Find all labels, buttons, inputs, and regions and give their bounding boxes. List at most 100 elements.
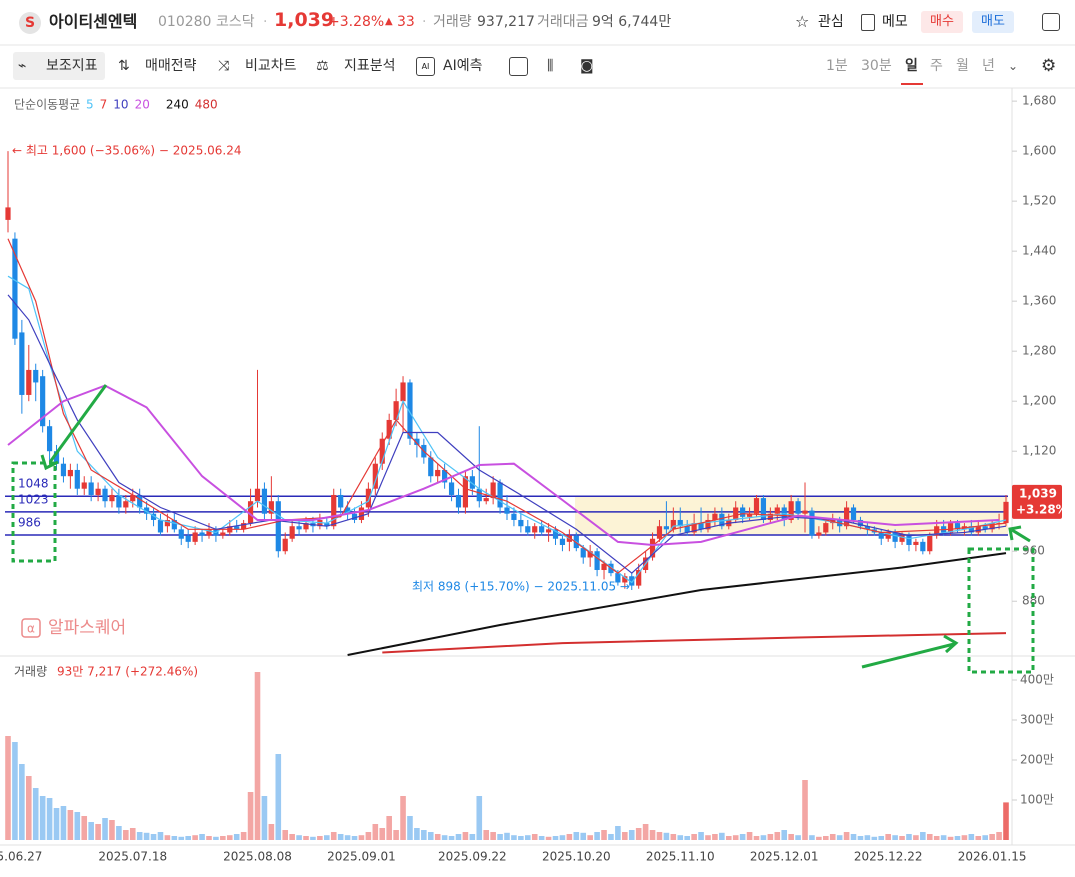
level-label: 986 bbox=[18, 515, 41, 529]
candle-body bbox=[372, 463, 378, 489]
buy-button[interactable]: 매수 bbox=[921, 11, 963, 33]
candle-body bbox=[580, 548, 586, 558]
candle-body bbox=[677, 519, 683, 527]
sell-button[interactable]: 매도 bbox=[972, 11, 1014, 33]
volume-bar bbox=[760, 835, 767, 840]
period-button[interactable]: 1분 bbox=[826, 58, 848, 74]
volume-bar bbox=[407, 816, 413, 840]
candle-body bbox=[81, 482, 87, 489]
candle-body bbox=[539, 526, 545, 533]
memo-button[interactable]: 메모 bbox=[882, 14, 908, 30]
candle-body bbox=[511, 513, 517, 520]
volume-bar bbox=[663, 832, 670, 840]
volume-bar bbox=[677, 835, 684, 840]
volume-title: 거래량 bbox=[14, 665, 47, 679]
volume-bar bbox=[358, 835, 365, 840]
candle-body bbox=[913, 541, 919, 545]
volume-bar bbox=[434, 834, 441, 840]
tool-button[interactable]: 매매전략 bbox=[145, 58, 197, 74]
stock-name: 아이티센엔텍 bbox=[49, 12, 138, 31]
star-icon[interactable]: ☆ bbox=[795, 12, 810, 31]
volume-bar bbox=[226, 835, 233, 840]
volume-tick-label: 400만 bbox=[1020, 673, 1054, 687]
ma-legend: 20 bbox=[135, 98, 150, 112]
volume-bar bbox=[95, 824, 101, 840]
candle-body bbox=[740, 507, 746, 517]
volume-bar bbox=[476, 796, 483, 840]
volume-bar bbox=[573, 832, 580, 840]
candle-body bbox=[5, 207, 11, 220]
volume-info: 93만 7,217 (+272.46%) bbox=[57, 665, 198, 679]
volume-bar bbox=[968, 834, 975, 840]
x-tick-label: 2025.06.27 bbox=[0, 850, 42, 864]
separator: · bbox=[263, 14, 268, 30]
tool-button[interactable]: 비교차트 bbox=[245, 58, 297, 74]
volume-bar bbox=[511, 835, 517, 840]
candle-body bbox=[33, 369, 39, 383]
volume-bar bbox=[531, 834, 538, 840]
amount-label: 거래대금 bbox=[537, 14, 589, 30]
candle-body bbox=[123, 501, 129, 508]
volume-bar bbox=[427, 832, 434, 840]
candle-body bbox=[303, 523, 309, 530]
volume-bar bbox=[719, 832, 725, 840]
high-annotation: ← 최고 1,600 (−35.06%) − 2025.06.24 bbox=[12, 144, 242, 158]
candle-body bbox=[892, 532, 898, 542]
watch-button[interactable]: 관심 bbox=[818, 14, 844, 30]
volume-bar bbox=[60, 806, 67, 840]
volume-bar bbox=[400, 796, 406, 840]
candle-body bbox=[40, 376, 46, 427]
candle-body bbox=[927, 535, 933, 552]
volume-bar bbox=[705, 835, 711, 840]
arrow bbox=[1011, 528, 1031, 543]
volume-bar bbox=[788, 834, 794, 840]
volume-bar bbox=[878, 836, 885, 840]
candle-body bbox=[934, 526, 940, 536]
ma-title: 단순이동평균 bbox=[14, 98, 80, 112]
shape-tool[interactable] bbox=[509, 57, 528, 76]
volume-bar bbox=[88, 822, 94, 840]
stock-logo bbox=[19, 12, 41, 34]
period-dropdown[interactable]: ⌄ bbox=[1008, 59, 1019, 73]
candle-body bbox=[192, 532, 198, 542]
candle-body bbox=[532, 526, 538, 533]
capture-tool[interactable]: ◙ bbox=[580, 58, 594, 74]
candle-body bbox=[705, 519, 711, 530]
settings[interactable]: ⚙ bbox=[1041, 56, 1057, 76]
candle-body bbox=[338, 494, 344, 508]
volume-bar bbox=[441, 835, 448, 840]
period-button[interactable]: 월 bbox=[956, 58, 969, 74]
volume-bar bbox=[698, 832, 704, 840]
candle-body bbox=[864, 526, 870, 530]
candle-body bbox=[234, 526, 240, 530]
candle-body bbox=[442, 469, 448, 483]
y-tick-label: 1,520 bbox=[1022, 194, 1056, 208]
market: 코스닥 bbox=[216, 14, 255, 30]
volume-bar bbox=[732, 835, 739, 840]
volume-bar bbox=[220, 836, 226, 840]
candle-body bbox=[324, 523, 330, 527]
candle-body bbox=[407, 382, 413, 439]
candle-body bbox=[497, 482, 503, 508]
y-tick-label: 1,360 bbox=[1022, 294, 1056, 308]
period-button[interactable]: 일 bbox=[905, 58, 918, 74]
arrow bbox=[861, 642, 955, 669]
candle-body bbox=[947, 523, 954, 533]
candle-body bbox=[185, 535, 191, 542]
tool-button[interactable]: 지표분석 bbox=[344, 58, 396, 74]
tool-button[interactable]: 보조지표 bbox=[46, 58, 98, 74]
volume-bar bbox=[483, 830, 490, 840]
tool-button[interactable]: AI예측 bbox=[443, 58, 483, 74]
candle-body bbox=[843, 507, 850, 527]
candle-body bbox=[795, 501, 801, 514]
panel-toggle[interactable] bbox=[1042, 13, 1060, 31]
period-button[interactable]: 30분 bbox=[861, 58, 892, 74]
candle-body bbox=[261, 488, 268, 514]
volume-bar bbox=[913, 835, 919, 840]
period-button[interactable]: 년 bbox=[982, 58, 995, 74]
candle-body bbox=[414, 438, 420, 445]
change-pct: +3.28% bbox=[328, 14, 385, 30]
candle-body bbox=[989, 523, 995, 530]
period-button[interactable]: 주 bbox=[930, 58, 943, 74]
candle-tool[interactable]: ⫼ bbox=[547, 58, 554, 74]
